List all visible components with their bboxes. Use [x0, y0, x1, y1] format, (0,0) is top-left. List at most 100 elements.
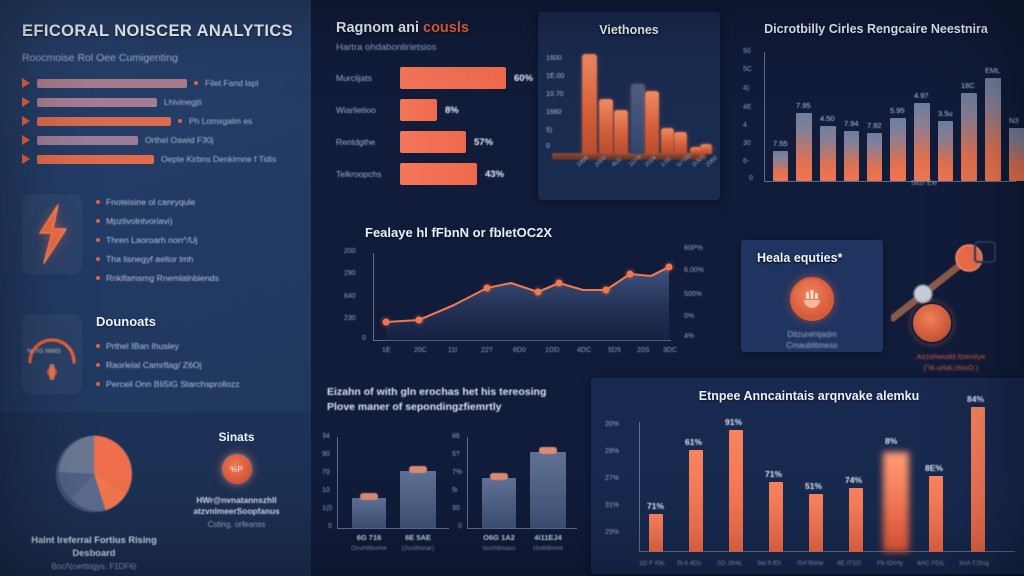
y-tick: 7%	[452, 469, 463, 476]
hbar-row[interactable]: Wiarlietioo 8%	[336, 99, 536, 121]
gradient-chart-plot: 50 5C 4) 4E 4 30 6- 0 7.55 7.95 4.50 7.9…	[743, 48, 1024, 182]
x-tick: I5A'9hHe	[797, 560, 824, 567]
kpi-bar	[37, 116, 171, 126]
kpi-label: Ph Lomxgalm es	[189, 116, 253, 126]
bar-value: EML	[985, 66, 1001, 75]
bar-cap-marker	[490, 473, 508, 480]
connector-caption-line2: ("tiLurtaLctouO.)	[923, 362, 979, 372]
hbar-row[interactable]: Telkroopchs 43%	[336, 163, 536, 185]
y-tick: 27%	[605, 475, 620, 482]
x-tick: 5l-4 4Ds	[677, 560, 702, 567]
list-item: Rnklfamsmg Rnemlalnbiends	[96, 273, 219, 283]
area-chart-plot: 200 290 640 230 0 60P% 6.00% 500% 0% 4%	[344, 245, 704, 354]
y-tick: 28%	[605, 448, 620, 455]
hbar-row[interactable]: Murclijats 60%	[336, 67, 536, 89]
kpi-row[interactable]: Ph Lomxgalm es	[22, 116, 291, 126]
y-tick: 0	[546, 143, 550, 150]
panel-3d-plot: 1600 1E.00 10.70 1660 5) 0 1996 2000 4D2	[546, 43, 719, 168]
connector-caption: Azzohwudd.Itzenitye ("tiLurtaLctouO.)	[881, 352, 1021, 373]
y-tick: 5C	[743, 66, 752, 73]
stats-badge-card: Sinats %P HWr@nvnatannszhll atzvnlmeerSo…	[180, 426, 293, 576]
plot-floor	[552, 153, 706, 160]
bar-value: 74%	[845, 475, 863, 485]
bullet-dot-icon	[96, 382, 100, 386]
kpi-row[interactable]: Filet Fand lapl	[22, 78, 291, 88]
badge-heading: Sinats	[218, 430, 255, 444]
bar	[582, 54, 597, 154]
area-chart-svg	[385, 266, 670, 341]
bowl-chart-icon	[790, 277, 834, 321]
bar-value: 5.95	[890, 106, 905, 115]
kpi-bar	[37, 154, 154, 164]
y-tick: 30	[452, 505, 460, 512]
main-content: Ragnom ani cousls Hartra ohdabonlirietsi…	[311, 0, 1024, 576]
x-tick: 20S	[637, 347, 650, 354]
list-item: Tha lisnegyf aeltor lmh	[96, 254, 219, 264]
bar-value: 7.94	[844, 119, 859, 128]
y-tick: 1E.00	[546, 73, 565, 80]
triangle-marker-icon	[22, 97, 30, 107]
bullet-dot-icon	[96, 344, 100, 348]
data-point	[602, 286, 610, 294]
hbar-label: Wiarlietioo	[336, 105, 376, 115]
bar-value: 8%	[885, 436, 898, 446]
hbar-row[interactable]: Rentdgthe 57%	[336, 131, 536, 153]
y-tick-left: 230	[344, 315, 356, 322]
triangle-marker-icon	[22, 116, 30, 126]
list-item-label: Raorlelal Camrflag/ Z6Oj	[106, 360, 202, 370]
bar-value: 84%	[967, 394, 985, 404]
bar	[971, 407, 985, 552]
y-tick: 20%	[605, 421, 620, 428]
x-tick: 1OD	[545, 347, 560, 354]
gauge-value: % 7G NWG	[27, 348, 61, 355]
equities-card[interactable]: Heala equties* Ditzurehtjadm Cmaublitmes…	[741, 240, 883, 352]
kpi-bar	[37, 78, 187, 88]
bar	[883, 452, 909, 552]
x-tick: 5D5	[608, 347, 621, 354]
bar	[769, 482, 783, 552]
paired-title-line1: Eizahn of with gln erochas het his tereo…	[327, 386, 547, 398]
y-tick: 10.70	[546, 91, 564, 98]
x-tick: 22?	[481, 347, 493, 354]
x-tick: 3nA T.Drig	[959, 560, 989, 567]
x-tick: 20C	[414, 347, 427, 354]
list-item: Perceil Onn BIi5IG Starchsprollozz	[96, 379, 240, 389]
bar	[645, 91, 659, 154]
list-item: Mpzlivolntvoriavi)	[96, 216, 219, 226]
kpi-row[interactable]: Orthel Oawid F30j	[22, 135, 291, 145]
y-tick: 5?	[452, 451, 460, 458]
bar-cap-marker	[539, 447, 557, 454]
x-tick: 1D F I0iL	[639, 560, 666, 567]
area-line-chart: Fealaye hl fFbnN or fbletOC2X 200 290 64…	[331, 225, 731, 370]
bar	[809, 494, 823, 552]
list-item-label: Mpzlivolntvoriavi)	[106, 216, 173, 226]
x-tick: 4AC FDiL	[917, 560, 946, 567]
data-point	[382, 318, 390, 326]
kpi-list: Filet Fand lapl Lhivinegjti Ph Lomxgalm …	[22, 78, 291, 164]
bar-sub-caption: (2oslItsnar)	[401, 545, 435, 552]
equities-caption-line1: Ditzurehtjadm	[787, 330, 837, 339]
bar-sub-caption: Orumltbome	[351, 545, 387, 552]
bar-value: 71%	[765, 469, 783, 479]
hbar-fill	[400, 163, 477, 185]
mini-chart-left: 34 90 70 10 1(0 0 6G 716 Orumltbome 6E 5…	[322, 433, 449, 552]
y-tick-right: 4%	[684, 333, 695, 340]
kpi-row[interactable]: Lhivinegjti	[22, 97, 291, 107]
bar-value: 4.50	[820, 114, 835, 123]
bar	[530, 447, 566, 528]
hbar-fill	[400, 131, 466, 153]
bar-value: 8E%	[925, 463, 943, 473]
x-tick: Fb IDrHy	[877, 560, 903, 567]
bullet-dot-icon	[96, 276, 100, 280]
equities-title: Heala equties*	[757, 251, 843, 265]
hbar-value: 8%	[445, 104, 459, 116]
y-tick: 31%	[605, 502, 620, 509]
page-title: EFICORAL NOISCER ANALYTICS	[22, 22, 294, 40]
hbar-label: Rentdgthe	[336, 137, 376, 147]
y-tick: 0	[749, 175, 753, 182]
gauge-icon: % 7G NWG	[22, 314, 82, 394]
kpi-row[interactable]: Oepte Kirbns Denkirnne f Tidis	[22, 154, 291, 164]
bar-value: N3	[1009, 116, 1019, 125]
paired-charts-card: Eizahn of with gln erochas het his tereo…	[319, 385, 587, 570]
kpi-label: Filet Fand lapl	[205, 78, 259, 88]
